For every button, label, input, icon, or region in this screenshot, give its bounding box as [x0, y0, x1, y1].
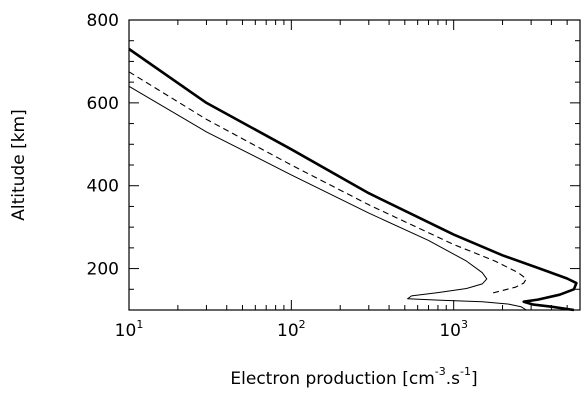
major-ticks: [128, 19, 580, 310]
series-line-thin-solid: [128, 85, 527, 311]
y-tick-label: 200: [87, 260, 119, 280]
x-axis-label: Electron production [cm-3.s-1]: [230, 365, 477, 389]
x-tick-label: 101: [115, 318, 144, 341]
x-tick-label: 102: [277, 318, 306, 341]
x-tick-label: 103: [439, 318, 468, 341]
series-line-dashed: [128, 71, 527, 294]
y-tick-label: 400: [87, 177, 119, 197]
plot-frame: [128, 19, 581, 311]
y-axis-label: Altitude [km]: [9, 109, 29, 221]
series-layer: [128, 47, 578, 312]
y-tick-label: 600: [87, 94, 119, 114]
y-tick-label: 800: [87, 11, 119, 31]
series-line-thick-solid: [128, 47, 578, 312]
minor-ticks: [129, 20, 580, 310]
